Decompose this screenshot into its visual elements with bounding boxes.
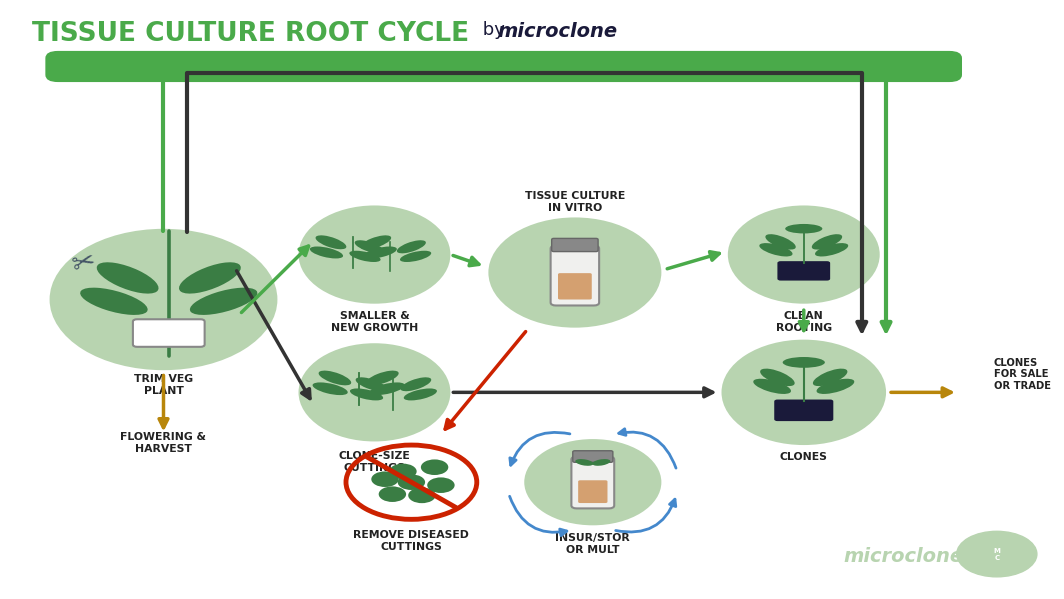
- Ellipse shape: [350, 389, 383, 400]
- Ellipse shape: [403, 389, 437, 400]
- Ellipse shape: [50, 229, 278, 370]
- FancyBboxPatch shape: [578, 480, 608, 503]
- Ellipse shape: [765, 234, 796, 250]
- Text: by: by: [477, 21, 511, 39]
- Ellipse shape: [189, 288, 257, 315]
- Circle shape: [389, 464, 417, 479]
- Ellipse shape: [313, 382, 348, 395]
- Circle shape: [398, 474, 426, 490]
- FancyArrowPatch shape: [186, 73, 866, 331]
- Text: CLEAN
ROOTING: CLEAN ROOTING: [776, 311, 832, 333]
- Ellipse shape: [488, 217, 662, 328]
- Ellipse shape: [349, 251, 381, 262]
- Ellipse shape: [525, 439, 662, 525]
- Ellipse shape: [97, 262, 159, 294]
- FancyBboxPatch shape: [133, 319, 204, 347]
- Ellipse shape: [728, 205, 880, 304]
- Circle shape: [957, 531, 1037, 577]
- Text: INSUR/STOR
OR MULT: INSUR/STOR OR MULT: [555, 533, 630, 555]
- Ellipse shape: [364, 247, 397, 258]
- Ellipse shape: [179, 262, 240, 294]
- Ellipse shape: [816, 379, 854, 394]
- Text: microclone: microclone: [498, 22, 618, 41]
- Ellipse shape: [576, 459, 594, 466]
- Ellipse shape: [355, 377, 386, 391]
- Text: SMALLER &
NEW GROWTH: SMALLER & NEW GROWTH: [331, 311, 418, 333]
- Ellipse shape: [80, 288, 148, 315]
- Text: TRIM VEG
PLANT: TRIM VEG PLANT: [134, 374, 193, 396]
- Text: ✂: ✂: [69, 247, 99, 280]
- Ellipse shape: [753, 379, 791, 394]
- FancyBboxPatch shape: [775, 400, 833, 421]
- FancyBboxPatch shape: [550, 246, 599, 305]
- FancyBboxPatch shape: [572, 450, 613, 462]
- Ellipse shape: [354, 240, 384, 253]
- Ellipse shape: [813, 368, 847, 386]
- Ellipse shape: [400, 377, 431, 391]
- Ellipse shape: [815, 243, 848, 256]
- Text: TISSUE CULTURE
IN VITRO: TISSUE CULTURE IN VITRO: [525, 191, 625, 213]
- FancyBboxPatch shape: [46, 51, 962, 82]
- Circle shape: [428, 477, 454, 493]
- Ellipse shape: [369, 382, 404, 395]
- FancyBboxPatch shape: [558, 273, 592, 300]
- Circle shape: [421, 459, 448, 475]
- Ellipse shape: [361, 235, 392, 249]
- Ellipse shape: [593, 459, 611, 466]
- Ellipse shape: [812, 234, 843, 250]
- Ellipse shape: [397, 240, 426, 253]
- Ellipse shape: [721, 340, 886, 445]
- Text: FLOWERING &
HARVEST: FLOWERING & HARVEST: [120, 432, 206, 454]
- Ellipse shape: [783, 357, 825, 368]
- Ellipse shape: [310, 247, 343, 258]
- Text: CLONES: CLONES: [780, 452, 828, 462]
- Ellipse shape: [760, 368, 795, 386]
- Circle shape: [379, 486, 406, 502]
- FancyBboxPatch shape: [778, 261, 830, 280]
- FancyBboxPatch shape: [551, 238, 598, 252]
- Text: CLONE-SIZE
CUTTINGS: CLONE-SIZE CUTTINGS: [338, 451, 411, 473]
- Ellipse shape: [318, 371, 351, 385]
- FancyArrowPatch shape: [164, 60, 891, 331]
- Text: microclone®: microclone®: [844, 547, 983, 566]
- Circle shape: [371, 471, 399, 487]
- Ellipse shape: [400, 251, 431, 262]
- Ellipse shape: [785, 224, 822, 234]
- FancyBboxPatch shape: [571, 456, 614, 509]
- Ellipse shape: [760, 243, 793, 256]
- Text: M
C: M C: [994, 547, 1000, 561]
- Text: REMOVE DISEASED
CUTTINGS: REMOVE DISEASED CUTTINGS: [353, 530, 469, 552]
- Text: TISSUE CULTURE ROOT CYCLE: TISSUE CULTURE ROOT CYCLE: [32, 21, 469, 47]
- Text: CLONES
FOR SALE
OR TRADE: CLONES FOR SALE OR TRADE: [994, 358, 1050, 391]
- Circle shape: [409, 488, 435, 503]
- Ellipse shape: [299, 205, 450, 304]
- Ellipse shape: [316, 235, 347, 249]
- Ellipse shape: [299, 343, 450, 441]
- Ellipse shape: [366, 371, 399, 385]
